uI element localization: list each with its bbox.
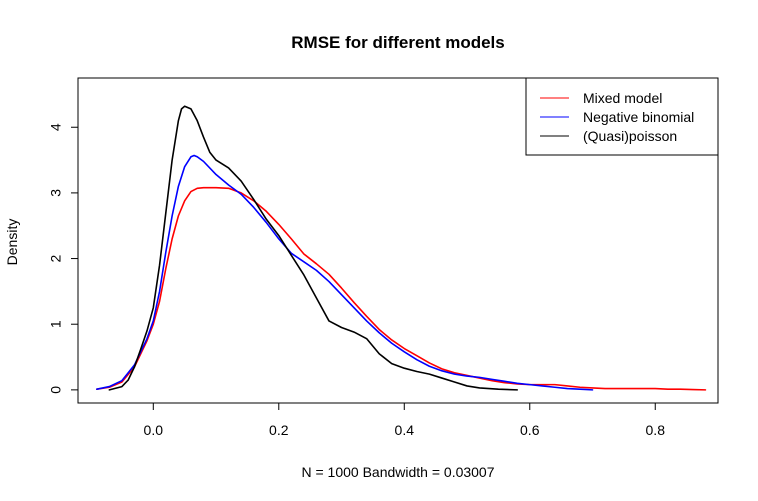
y-tick-label: 0 <box>48 386 64 394</box>
legend-label-negative-binomial: Negative binomial <box>583 109 694 125</box>
legend-label-mixed-model: Mixed model <box>583 90 662 106</box>
y-axis-label: Density <box>4 219 20 266</box>
chart-title: RMSE for different models <box>291 33 504 52</box>
legend-label-quasi-poisson: (Quasi)poisson <box>583 128 677 144</box>
x-tick-label: 0.4 <box>395 422 415 438</box>
x-axis-label: N = 1000 Bandwidth = 0.03007 <box>301 464 494 480</box>
series-line-mixed-model <box>96 186 707 391</box>
y-tick-label: 1 <box>48 320 64 328</box>
y-tick-label: 2 <box>48 254 64 262</box>
y-tick-label: 4 <box>48 123 64 131</box>
series-line-quasi-poisson <box>108 105 519 391</box>
x-tick-label: 0.6 <box>520 422 540 438</box>
x-tick-label: 0.2 <box>269 422 289 438</box>
series-line-negative-binomial <box>96 154 594 391</box>
x-tick-label: 0.8 <box>646 422 666 438</box>
y-tick-label: 3 <box>48 189 64 197</box>
x-tick-label: 0.0 <box>144 422 164 438</box>
